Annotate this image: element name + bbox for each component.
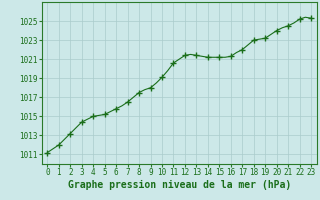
X-axis label: Graphe pression niveau de la mer (hPa): Graphe pression niveau de la mer (hPa) xyxy=(68,180,291,190)
